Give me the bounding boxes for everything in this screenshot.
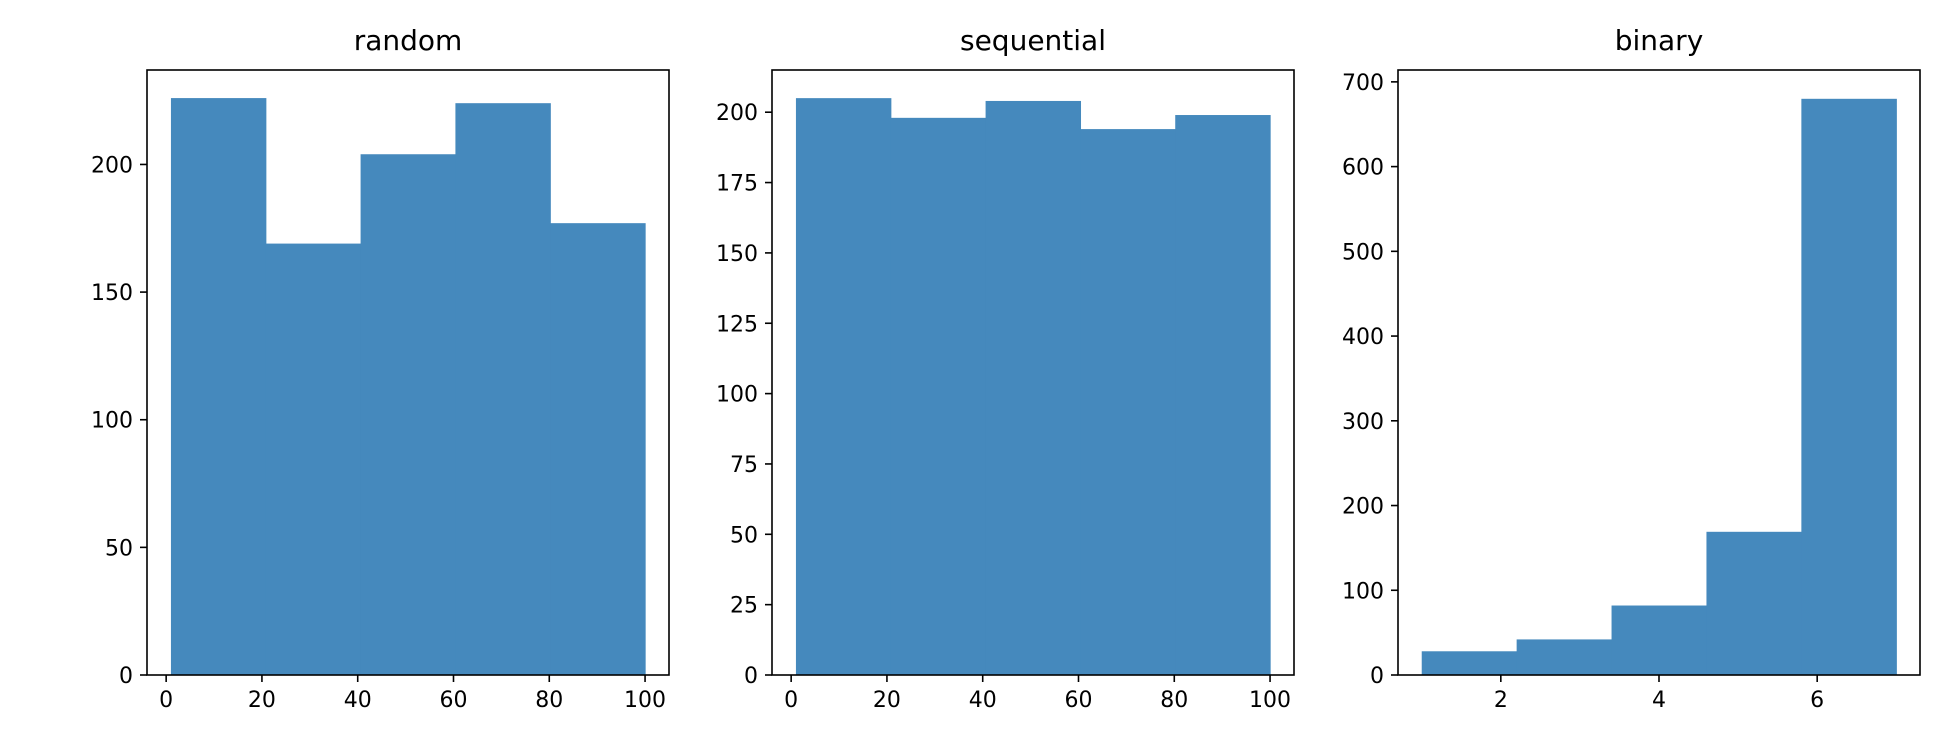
histogram-bar <box>265 243 362 676</box>
histogram-bar <box>550 223 646 675</box>
y-tick-label: 0 <box>744 664 758 689</box>
y-tick-label: 700 <box>1342 71 1384 96</box>
y-tick-label: 150 <box>91 281 133 306</box>
y-tick-label: 200 <box>716 101 758 126</box>
y-tick-label: 150 <box>716 242 758 267</box>
y-tick-label: 100 <box>1342 579 1384 604</box>
histogram-bar <box>1611 605 1708 675</box>
x-tick-label: 2 <box>1494 688 1508 713</box>
histogram-bar <box>1801 98 1897 676</box>
x-tick-label: 0 <box>784 688 798 713</box>
axes-frame <box>771 69 1295 676</box>
axes-frame <box>146 69 670 676</box>
y-tick-label: 100 <box>716 383 758 408</box>
x-tick-label: 6 <box>1810 688 1824 713</box>
histogram-bar <box>1421 651 1518 675</box>
x-tick-label: 0 <box>159 688 173 713</box>
histogram-bar <box>795 98 892 676</box>
y-tick-label: 200 <box>91 153 133 178</box>
histogram-bar <box>1080 129 1176 675</box>
subplot-title-random: random <box>354 24 463 57</box>
x-tick-label: 4 <box>1652 688 1666 713</box>
histogram-bar <box>985 100 1082 675</box>
y-tick-label: 50 <box>105 536 133 561</box>
x-tick-label: 40 <box>344 688 372 713</box>
histogram-bar <box>1175 115 1271 675</box>
y-tick-label: 175 <box>716 172 758 197</box>
subplot-random: random 0 20 40 60 80 100 0 50 100 150 200 <box>91 24 670 713</box>
y-tick-label: 200 <box>1342 495 1384 520</box>
histogram-bar <box>890 117 987 675</box>
x-tick-label: 100 <box>624 688 666 713</box>
y-tick-label: 25 <box>730 594 758 619</box>
y-tick-label: 0 <box>1370 664 1384 689</box>
y-tick-label: 600 <box>1342 156 1384 181</box>
y-tick-label: 50 <box>730 523 758 548</box>
subplot-title-binary: binary <box>1615 24 1704 57</box>
x-tick-label: 60 <box>439 688 467 713</box>
x-tick-label: 40 <box>969 688 997 713</box>
histogram-bar <box>455 103 551 675</box>
subplot-title-sequential: sequential <box>960 24 1106 57</box>
y-tick-label: 75 <box>730 453 758 478</box>
y-tick-label: 100 <box>91 409 133 434</box>
y-tick-label: 300 <box>1342 410 1384 435</box>
histogram-bar <box>360 154 457 676</box>
y-tick-label: 500 <box>1342 240 1384 265</box>
x-tick-label: 60 <box>1064 688 1092 713</box>
histogram-bar <box>170 98 267 675</box>
y-tick-label: 125 <box>716 312 758 337</box>
x-tick-label: 20 <box>873 688 901 713</box>
subplot-binary: binary 2 4 6 0 100 200 300 400 500 600 700 <box>1342 24 1921 713</box>
subplot-sequential: sequential 0 20 40 60 80 100 0 25 50 75 100 125 150 1… <box>716 24 1295 713</box>
y-tick-label: 400 <box>1342 325 1384 350</box>
x-tick-label: 100 <box>1249 688 1291 713</box>
x-tick-label: 80 <box>1160 688 1188 713</box>
histogram-bar <box>1516 639 1613 675</box>
y-tick-label: 0 <box>119 664 133 689</box>
x-tick-label: 80 <box>535 688 563 713</box>
x-tick-label: 20 <box>248 688 276 713</box>
histogram-bar <box>1706 531 1802 675</box>
